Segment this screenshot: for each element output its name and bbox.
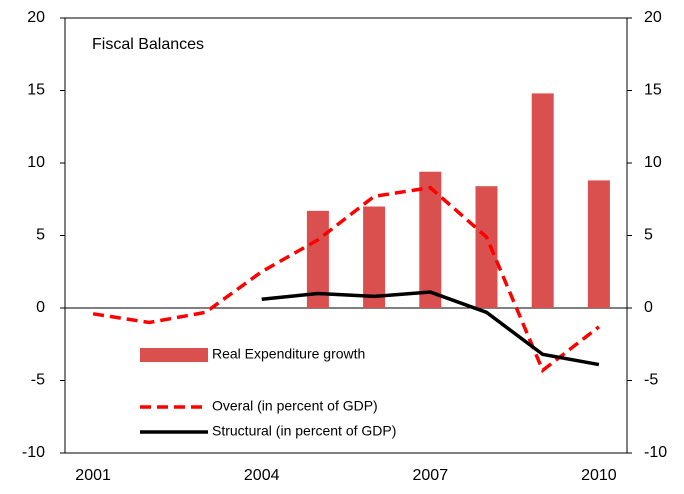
y-tick-label: 0 — [36, 299, 45, 316]
y-tick-label: -5 — [31, 372, 45, 389]
legend-label: Overal (in percent of GDP) — [212, 398, 378, 414]
y-tick-label: 15 — [27, 82, 45, 99]
y2-tick-label: 20 — [644, 9, 662, 26]
y-tick-label: 10 — [27, 154, 45, 171]
y2-tick-label: 5 — [644, 227, 653, 244]
legend-label: Real Expenditure growth — [212, 346, 365, 362]
y2-tick-label: 0 — [644, 299, 653, 316]
x-tick-label: 2007 — [413, 467, 449, 484]
y-tick-label: 20 — [27, 9, 45, 26]
bar — [363, 206, 386, 308]
y2-tick-label: -5 — [644, 372, 658, 389]
line — [92, 185, 600, 374]
bar — [419, 171, 442, 308]
bar — [587, 180, 610, 308]
bar — [531, 93, 554, 309]
line — [261, 290, 600, 367]
bar — [475, 186, 498, 308]
y2-tick-label: 15 — [644, 82, 662, 99]
x-tick-label: 2004 — [244, 467, 280, 484]
x-tick-label: 2010 — [581, 467, 617, 484]
x-tick-label: 2001 — [75, 467, 111, 484]
legend-swatch — [140, 348, 208, 362]
y2-tick-label: 10 — [644, 154, 662, 171]
y2-tick-label: -10 — [644, 444, 667, 461]
legend-label: Structural (in percent of GDP) — [212, 423, 396, 439]
chart-title: Fiscal Balances — [92, 36, 204, 53]
y-tick-label: -10 — [22, 444, 45, 461]
y-tick-label: 5 — [36, 227, 45, 244]
